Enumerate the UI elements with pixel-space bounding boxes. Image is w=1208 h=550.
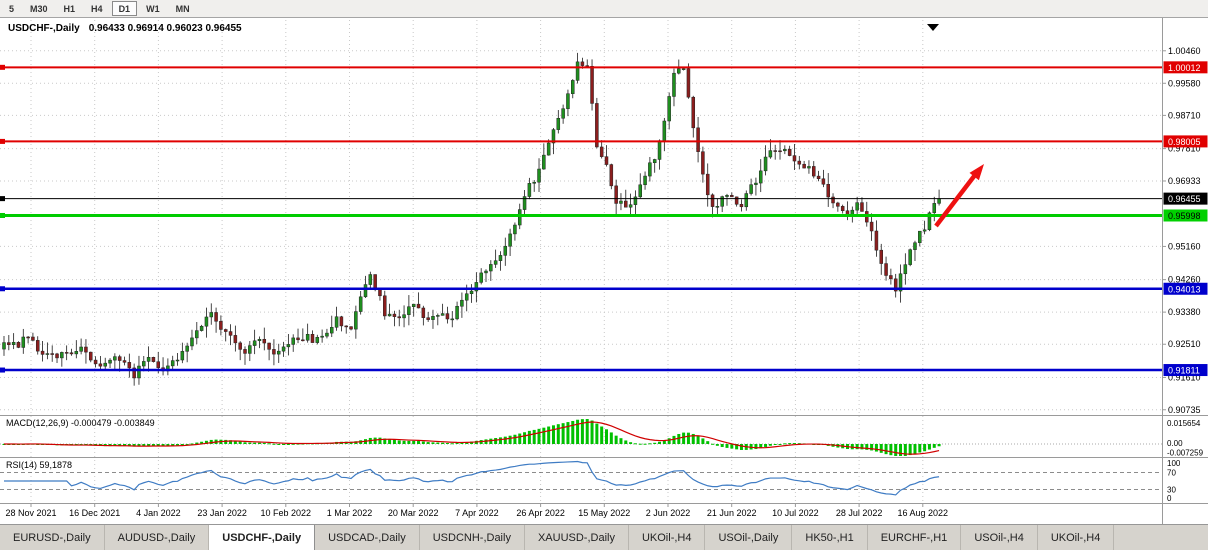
date-axis-label: 16 Dec 2021: [69, 508, 120, 518]
level-badge-label: 0.94013: [1168, 284, 1201, 294]
price-axis-label: 0.90735: [1168, 405, 1201, 415]
rsi-axis-label: 70: [1167, 469, 1176, 478]
period-button-w1[interactable]: W1: [146, 3, 160, 14]
level-badge-0.96455: [1163, 192, 1208, 205]
date-axis-label: 15 May 2022: [578, 508, 630, 518]
date-axis-label: 10 Feb 2022: [261, 508, 312, 518]
rsi-line: [4, 460, 940, 496]
level-badge-0.98005: [1163, 135, 1208, 148]
chart-symbol-label: USDCHF-,Daily: [8, 23, 80, 34]
chart-tab-ukoil-h4[interactable]: UKOil-,H4: [1038, 525, 1115, 550]
date-axis: 28 Nov 2021 16 Dec 2021 4 Jan 2022 23 Jan 2…: [5, 504, 948, 518]
chart-tab-usdchf-daily[interactable]: USDCHF-,Daily: [209, 525, 316, 550]
chart-tab-hk50-h1[interactable]: HK50-,H1: [792, 525, 868, 550]
rsi-axis-label: 30: [1167, 485, 1176, 494]
price-axis-label: 0.97810: [1168, 144, 1201, 154]
period-button-d1[interactable]: D1: [111, 1, 138, 16]
period-button-5[interactable]: 5: [9, 3, 15, 14]
macd-axis-label: -0.007259: [1167, 449, 1204, 458]
chart-ohlc-values: 0.96433 0.96914 0.96023 0.96455: [88, 23, 242, 34]
chart-tab-audusd-daily[interactable]: AUDUSD-,Daily: [105, 525, 210, 550]
level-badge-1.00012: [1163, 61, 1208, 74]
level-handle[interactable]: [0, 367, 5, 373]
chart-shift-marker-icon[interactable]: [927, 24, 939, 31]
chart-tab-usoil-daily[interactable]: USOil-,Daily: [705, 525, 793, 550]
level-badge-label: 0.91811: [1168, 366, 1200, 376]
macd-indicator-label: MACD(12,26,9) -0.000479 -0.003849: [6, 418, 155, 428]
price-axis-label: 0.98710: [1168, 110, 1201, 120]
level-handle[interactable]: [0, 196, 5, 202]
level-handle[interactable]: [0, 212, 5, 218]
price-axis-label: 0.99580: [1168, 78, 1201, 88]
price-axis-label: 0.94260: [1168, 275, 1201, 285]
chart-tab-ukoil-h4[interactable]: UKOil-,H4: [629, 525, 706, 550]
candlestick-series: [2, 52, 941, 386]
period-button-m30[interactable]: M30: [30, 3, 48, 14]
level-badge-label: 1.00012: [1168, 63, 1201, 73]
price-level-lines: [0, 64, 1163, 373]
rsi-axis-label: 0: [1167, 494, 1172, 503]
timeframe-toolbar: 5 M30 H1 H4 D1 W1 MN: [0, 0, 1208, 18]
level-handle[interactable]: [0, 64, 5, 70]
level-badge-0.94013: [1163, 282, 1208, 295]
level-handle[interactable]: [0, 286, 5, 292]
level-badge-0.91811: [1163, 364, 1208, 377]
chart-tab-usoil-h4[interactable]: USOil-,H4: [961, 525, 1038, 550]
price-axis-label: 0.95160: [1168, 241, 1201, 251]
date-axis-label: 21 Jun 2022: [707, 508, 757, 518]
period-button-h1[interactable]: H1: [63, 3, 76, 14]
level-badge-label: 0.98005: [1168, 137, 1201, 147]
macd-signal-line: [3, 421, 940, 455]
date-axis-label: 20 Mar 2022: [388, 508, 439, 518]
trend-arrow[interactable]: [934, 164, 984, 228]
price-axis-label: 0.93380: [1168, 307, 1201, 317]
price-axis-label: 0.96933: [1168, 176, 1201, 186]
date-axis-label: 28 Jul 2022: [836, 508, 883, 518]
date-axis-label: 1 Mar 2022: [327, 508, 373, 518]
date-axis-label: 10 Jul 2022: [772, 508, 819, 518]
macd-axis-label: 0.015654: [1167, 419, 1201, 428]
chart-tab-eurusd-daily[interactable]: EURUSD-,Daily: [0, 525, 105, 550]
level-badge-0.95998: [1163, 209, 1208, 222]
chart-tab-xauusd-daily[interactable]: XAUUSD-,Daily: [525, 525, 629, 550]
chart-tab-eurchf-h1[interactable]: EURCHF-,H1: [868, 525, 962, 550]
rsi-indicator-label: RSI(14) 59,1878: [6, 460, 73, 470]
date-axis-label: 16 Aug 2022: [898, 508, 949, 518]
date-axis-label: 26 Apr 2022: [516, 508, 565, 518]
level-badge-label: 0.95998: [1168, 211, 1201, 221]
price-axis-label: 0.92510: [1168, 339, 1201, 349]
date-axis-label: 23 Jan 2022: [197, 508, 247, 518]
period-button-h4[interactable]: H4: [91, 3, 103, 14]
level-badge-label: 0.96455: [1168, 194, 1201, 204]
pane-separators: [0, 18, 1208, 524]
price-chart-canvas[interactable]: 1.00460 0.99580 0.98710 0.97810 0.96933 0.951…: [0, 18, 1208, 524]
date-axis-label: 7 Apr 2022: [455, 508, 499, 518]
chart-window[interactable]: 1.00460 0.99580 0.98710 0.97810 0.96933 0.951…: [0, 18, 1208, 524]
level-handle[interactable]: [0, 138, 5, 144]
chart-tab-usdcad-daily[interactable]: USDCAD-,Daily: [315, 525, 420, 550]
macd-axis-label: 0.00: [1167, 439, 1183, 448]
price-axis: 1.00460 0.99580 0.98710 0.97810 0.96933 0.951…: [1163, 46, 1208, 415]
price-axis-label: 0.91610: [1168, 372, 1201, 382]
date-axis-label: 28 Nov 2021: [5, 508, 56, 518]
rsi-axis-label: 100: [1167, 459, 1181, 468]
date-axis-label: 2 Jun 2022: [646, 508, 691, 518]
chart-tab-usdcnh-daily[interactable]: USDCNH-,Daily: [420, 525, 525, 550]
date-axis-label: 4 Jan 2022: [136, 508, 181, 518]
chart-tab-bar: EURUSD-,Daily AUDUSD-,Daily USDCHF-,Daily U…: [0, 524, 1208, 550]
price-axis-label: 1.00460: [1168, 46, 1201, 56]
chart-title: USDCHF-,Daily 0.96433 0.96914 0.96023 0.…: [8, 23, 242, 34]
period-button-mn[interactable]: MN: [175, 3, 190, 14]
